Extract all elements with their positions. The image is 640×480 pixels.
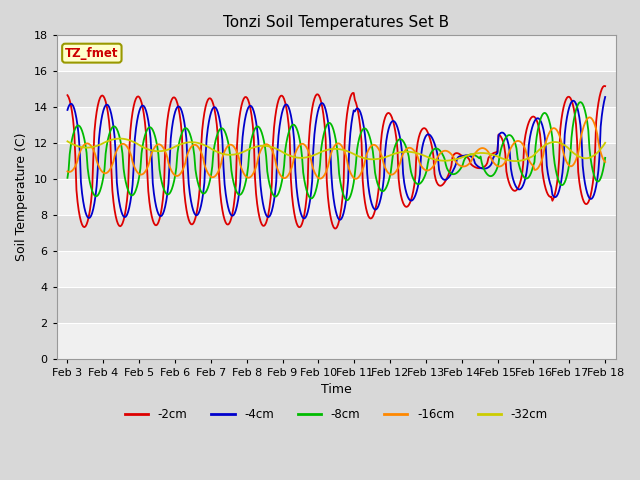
-4cm bbox=[231, 210, 239, 216]
-16cm bbox=[352, 176, 360, 182]
Bar bbox=[57, 179, 616, 215]
-2cm bbox=[63, 92, 71, 98]
-8cm bbox=[231, 184, 239, 190]
-8cm bbox=[291, 122, 298, 128]
-4cm bbox=[392, 120, 399, 125]
-4cm bbox=[63, 107, 71, 113]
-16cm bbox=[231, 145, 239, 151]
-2cm bbox=[332, 226, 340, 231]
-2cm bbox=[553, 181, 561, 187]
-32cm bbox=[602, 140, 609, 145]
-8cm bbox=[602, 155, 609, 161]
-16cm bbox=[586, 114, 593, 120]
-8cm bbox=[392, 143, 399, 148]
Bar bbox=[57, 36, 616, 71]
Y-axis label: Soil Temperature (C): Soil Temperature (C) bbox=[15, 133, 28, 261]
-4cm bbox=[365, 191, 373, 196]
Bar bbox=[57, 251, 616, 287]
-32cm bbox=[365, 156, 373, 162]
-2cm bbox=[365, 215, 373, 221]
-32cm bbox=[392, 151, 399, 156]
X-axis label: Time: Time bbox=[321, 384, 352, 396]
-8cm bbox=[343, 197, 351, 203]
-16cm bbox=[602, 159, 609, 165]
-16cm bbox=[392, 169, 399, 175]
-32cm bbox=[116, 136, 124, 142]
-32cm bbox=[460, 154, 468, 159]
-16cm bbox=[63, 168, 71, 174]
Bar bbox=[57, 71, 616, 107]
-4cm bbox=[291, 138, 298, 144]
-16cm bbox=[553, 127, 561, 133]
Bar bbox=[57, 323, 616, 359]
-2cm bbox=[291, 210, 298, 216]
Bar bbox=[57, 107, 616, 143]
Bar bbox=[57, 215, 616, 251]
-32cm bbox=[511, 158, 519, 164]
-32cm bbox=[63, 138, 71, 144]
-32cm bbox=[291, 155, 299, 160]
-2cm bbox=[460, 153, 468, 159]
Bar bbox=[57, 143, 616, 179]
-2cm bbox=[602, 84, 609, 89]
-32cm bbox=[232, 151, 240, 157]
-8cm bbox=[577, 99, 584, 105]
Line: -2cm: -2cm bbox=[67, 86, 605, 228]
-2cm bbox=[231, 195, 239, 201]
-4cm bbox=[602, 94, 609, 100]
-16cm bbox=[460, 164, 468, 169]
Line: -16cm: -16cm bbox=[67, 117, 605, 179]
-4cm bbox=[337, 217, 344, 223]
-8cm bbox=[553, 172, 561, 178]
Line: -8cm: -8cm bbox=[67, 102, 605, 200]
Line: -4cm: -4cm bbox=[67, 97, 605, 220]
Text: TZ_fmet: TZ_fmet bbox=[65, 47, 118, 60]
Legend: -2cm, -4cm, -8cm, -16cm, -32cm: -2cm, -4cm, -8cm, -16cm, -32cm bbox=[120, 403, 553, 426]
Line: -32cm: -32cm bbox=[67, 139, 605, 161]
-8cm bbox=[63, 175, 71, 180]
-16cm bbox=[291, 154, 298, 159]
-16cm bbox=[365, 145, 373, 151]
-2cm bbox=[392, 128, 399, 134]
-32cm bbox=[554, 140, 562, 145]
-2cm bbox=[600, 83, 608, 89]
-4cm bbox=[460, 153, 468, 158]
-4cm bbox=[553, 193, 561, 199]
-8cm bbox=[460, 158, 468, 164]
Title: Tonzi Soil Temperatures Set B: Tonzi Soil Temperatures Set B bbox=[223, 15, 449, 30]
Bar bbox=[57, 287, 616, 323]
-8cm bbox=[365, 133, 373, 139]
